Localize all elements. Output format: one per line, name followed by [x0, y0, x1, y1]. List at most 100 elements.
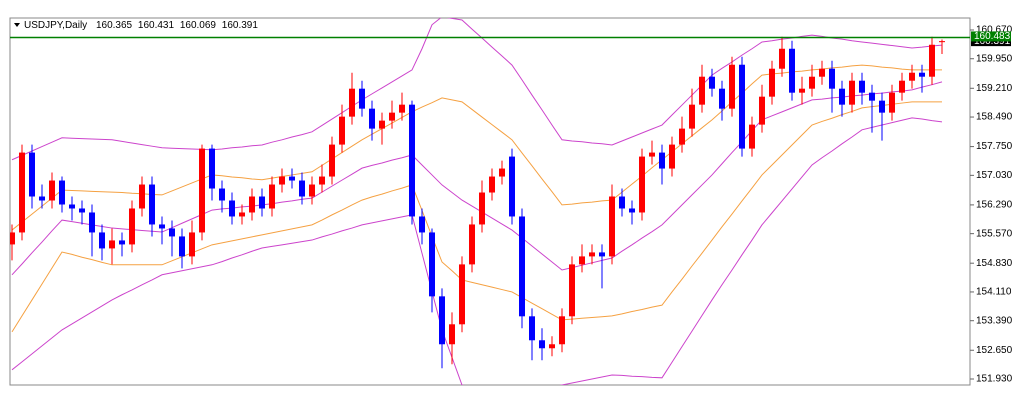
candle-body	[569, 264, 575, 317]
y-tick-label: 159.950	[976, 53, 1013, 64]
candle-body	[919, 72, 925, 77]
candle-body	[389, 112, 395, 121]
price-line-label: 160.483	[974, 31, 1011, 42]
candle-body	[549, 344, 555, 349]
indicator-band	[11, 117, 943, 385]
menu-arrow	[14, 23, 20, 27]
candle-body	[669, 144, 675, 169]
candle-body	[339, 116, 345, 145]
candle-body	[139, 184, 145, 209]
y-tick-label: 153.390	[976, 315, 1013, 326]
candle-body	[939, 41, 945, 43]
y-tick-label: 155.570	[976, 228, 1013, 239]
price-axis: 160.670 159.950 159.210 158.490 157.750 157.0…	[970, 25, 1013, 385]
candle-body	[279, 176, 285, 185]
candle-body	[689, 104, 695, 129]
candle-body	[169, 228, 175, 237]
candle-body	[39, 196, 45, 201]
y-tick-label: 156.290	[976, 200, 1013, 211]
y-tick-label: 160.670	[976, 25, 1013, 36]
candle-body	[129, 208, 135, 245]
candle-body	[609, 196, 615, 257]
candle-body	[179, 236, 185, 257]
candle-body	[439, 296, 445, 345]
symbol: USDJPY,Daily	[24, 20, 87, 31]
candle-body	[269, 184, 275, 209]
candle-body	[799, 88, 805, 93]
candle-body	[429, 232, 435, 297]
candle-body	[19, 152, 25, 233]
candle-body	[649, 152, 655, 157]
candle-body	[399, 104, 405, 113]
candle-body	[349, 88, 355, 117]
candle-body	[699, 76, 705, 105]
candle-body	[59, 180, 65, 205]
indicator-band	[11, 101, 942, 333]
candle-body	[909, 72, 915, 81]
candle-body	[899, 80, 905, 93]
candle-body	[739, 64, 745, 149]
candle-body	[629, 208, 635, 213]
candle-body	[539, 340, 545, 349]
candle-body	[729, 64, 735, 109]
candle-body	[749, 124, 755, 149]
candle-body	[49, 180, 55, 201]
y-tick-label: 159.210	[976, 83, 1013, 94]
indicator-band	[11, 81, 943, 276]
candle-body	[659, 152, 665, 169]
candle-body	[509, 156, 515, 217]
candle-body	[579, 256, 585, 265]
candle-body	[769, 68, 775, 97]
header-close: 160.391	[222, 20, 259, 31]
candle-body	[219, 188, 225, 201]
candle-body	[679, 128, 685, 145]
candle-body	[599, 252, 605, 257]
candle-body	[859, 80, 865, 93]
candle-body	[259, 196, 265, 209]
candle-body	[199, 148, 205, 233]
y-tick-label: 154.110	[976, 287, 1012, 298]
candle-body	[589, 252, 595, 257]
candle-body	[459, 264, 465, 325]
candle-body	[619, 196, 625, 209]
header-high: 160.431	[138, 20, 175, 31]
candle-body	[189, 232, 195, 257]
candle-body	[709, 76, 715, 89]
candle-body	[779, 48, 785, 69]
candle-body	[249, 196, 255, 213]
candle-body	[79, 208, 85, 213]
candle-body	[719, 88, 725, 109]
candle-body	[229, 200, 235, 217]
candle-body	[89, 212, 95, 233]
candle-body	[879, 100, 885, 113]
candle-body	[239, 212, 245, 217]
y-tick-label: 152.650	[976, 345, 1013, 356]
candle-body	[479, 192, 485, 225]
candle-body	[329, 144, 335, 177]
candle-body	[489, 176, 495, 193]
candle-body	[299, 180, 305, 197]
y-tick-label: 157.030	[976, 170, 1013, 181]
candle-body	[159, 224, 165, 229]
candle-body	[849, 80, 855, 105]
candle-body	[469, 224, 475, 265]
candle-body	[149, 184, 155, 225]
candle-body	[119, 240, 125, 245]
indicator-band	[11, 18, 943, 161]
candle-body	[819, 68, 825, 77]
candle-body	[209, 148, 215, 189]
candle-body	[359, 88, 365, 109]
indicator-band	[11, 64, 942, 231]
candle-body	[409, 104, 415, 217]
candle-body	[869, 92, 875, 101]
candle-body	[109, 240, 115, 249]
header-low: 160.069	[180, 20, 217, 31]
candle-body	[559, 316, 565, 345]
candle-body	[379, 120, 385, 129]
candle-body	[499, 168, 505, 177]
candle-body	[319, 176, 325, 185]
candle-body	[929, 44, 935, 77]
candle-body	[289, 176, 295, 181]
y-tick-label: 157.750	[976, 141, 1013, 152]
